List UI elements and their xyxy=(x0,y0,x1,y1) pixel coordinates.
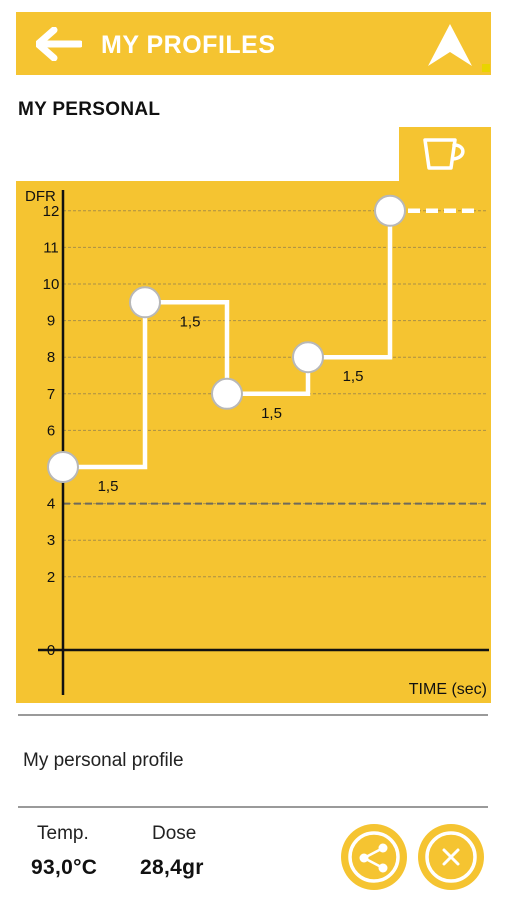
temp-label: Temp. xyxy=(37,823,89,844)
left-arrow-icon[interactable] xyxy=(36,27,82,61)
close-button[interactable] xyxy=(418,824,484,890)
divider-top xyxy=(18,714,488,716)
tab-cup[interactable] xyxy=(399,127,491,181)
navigation-arrow-icon[interactable] xyxy=(425,22,475,68)
dose-label: Dose xyxy=(152,823,197,844)
share-icon xyxy=(348,831,400,883)
header-bar xyxy=(16,12,491,75)
profile-section-title: MY PERSONAL xyxy=(18,99,161,120)
close-icon xyxy=(425,831,477,883)
dose-value: 28,4gr xyxy=(140,856,204,879)
share-button[interactable] xyxy=(341,824,407,890)
cup-icon xyxy=(423,138,465,170)
page-title: MY PROFILES xyxy=(101,31,276,59)
divider-bottom xyxy=(18,806,488,808)
corner-marker xyxy=(482,64,490,72)
chart-panel xyxy=(16,181,491,703)
profile-description: My personal profile xyxy=(23,750,184,771)
temp-value: 93,0°C xyxy=(31,856,98,879)
